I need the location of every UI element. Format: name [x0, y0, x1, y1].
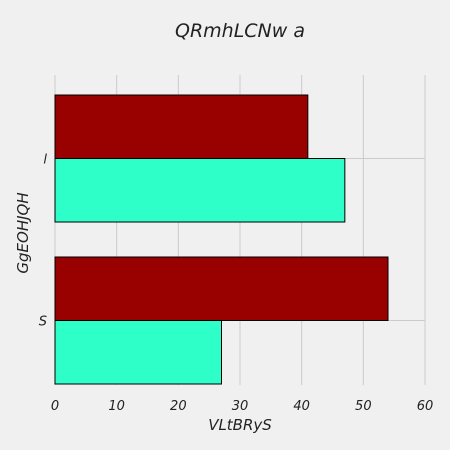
bars [54, 94, 389, 385]
bar-l-series-1 [54, 94, 309, 159]
x-tick-label: 30 [232, 399, 249, 414]
y-tick-labels: lS [39, 153, 48, 330]
y-tick-label: S [39, 315, 47, 330]
x-tick-label: 10 [108, 399, 125, 414]
bar-S-series-2 [54, 320, 222, 385]
bar-l-series-2 [54, 158, 346, 223]
x-tick-labels: 0 10 20 30 40 50 60 [51, 399, 433, 414]
x-axis-label: VLtBRyS [208, 416, 272, 434]
x-tick-label: 0 [51, 399, 59, 414]
x-tick-label: 40 [293, 399, 310, 414]
x-tick-label: 50 [355, 399, 372, 414]
chart-title: QRmhLCNw a [175, 20, 305, 42]
x-tick-label: 60 [417, 399, 434, 414]
y-tick-label: l [43, 153, 47, 168]
bar-S-series-1 [54, 256, 389, 321]
y-axis-label: GgEOHJQH [14, 192, 32, 273]
x-tick-label: 20 [170, 399, 187, 414]
